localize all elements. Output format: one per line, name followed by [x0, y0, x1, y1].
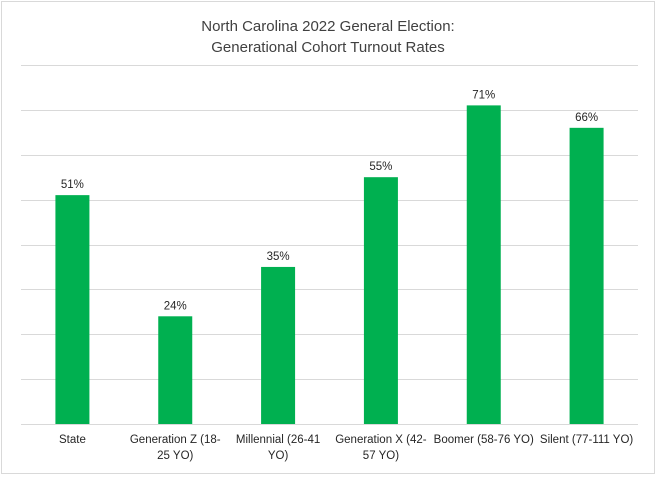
bar — [158, 316, 193, 424]
data-label: 35% — [267, 251, 290, 263]
bar — [261, 266, 296, 424]
chart-title-block: North Carolina 2022 General Election: Ge… — [0, 16, 656, 58]
x-tick-label: Silent (77-111 YO) — [540, 434, 633, 446]
data-labels: 51% 24% 35% 55% 71% 66% — [61, 89, 598, 312]
data-label: 71% — [472, 89, 495, 101]
chart-title: North Carolina 2022 General Election: — [201, 18, 455, 35]
bars — [55, 105, 604, 424]
data-label: 24% — [164, 300, 187, 312]
x-tick-label: Generation Z (18-25 YO) — [130, 434, 221, 462]
bar — [569, 127, 604, 424]
data-label: 51% — [61, 179, 84, 191]
x-tick-label: Boomer (58-76 YO) — [434, 434, 534, 446]
data-label: 55% — [369, 161, 392, 173]
x-tick-label: Millennial (26-41 YO) — [236, 434, 320, 462]
x-tick-label: Generation X (42-57 YO) — [335, 434, 427, 462]
bar — [466, 105, 501, 424]
chart-subtitle: Generational Cohort Turnout Rates — [211, 39, 445, 56]
bar — [55, 195, 90, 424]
data-label: 66% — [575, 112, 598, 124]
x-tick-labels: State Generation Z (18-25 YO) Millennial (… — [59, 434, 633, 462]
bar — [363, 177, 398, 424]
x-tick-label: State — [59, 434, 86, 446]
gridlines — [21, 65, 638, 425]
